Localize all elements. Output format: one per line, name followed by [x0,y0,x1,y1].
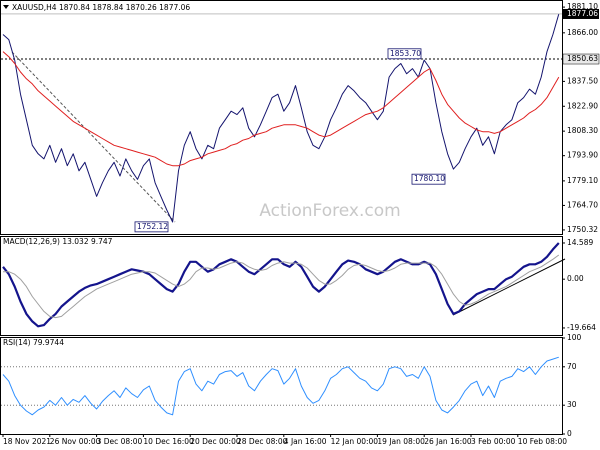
last-price-box [563,8,599,19]
y-tick-label: 1881.10 [567,2,598,11]
y-tick-label: 1866.00 [567,28,598,37]
annotation-box [387,48,422,60]
series-line [2,242,560,328]
y-tick-label: 0 [567,429,572,438]
y-tick-label: 1764.70 [567,200,598,209]
y-tick-label: 1808.30 [567,126,598,135]
macd-panel [0,236,563,336]
series-line [2,356,559,416]
rsi-title: RSI(14) 79.9744 [3,338,64,347]
y-tick-label: 1793.90 [567,151,598,160]
y-tick-label: 30 [567,400,577,409]
last-price-label: 1877.06 [567,9,598,18]
y-tick-label: 14.589 [567,238,593,247]
series-line [2,13,560,223]
x-tick-label: 3 Dec 08:00 [97,437,143,446]
x-tick-label: 10 Dec 16:00 [143,437,194,446]
x-tick-label: 12 Jan 00:00 [331,437,379,446]
x-tick-label: 3 Feb 00:00 [471,437,516,446]
series-line [3,254,560,319]
price-panel [0,0,563,235]
y-tick-label: 0.00 [567,274,584,283]
macd-title: MACD(12,26,9) 13.032 9.747 [3,237,113,246]
y-tick-label: 1750.32 [567,225,598,234]
annotation-label: 1752.12 [137,222,168,231]
x-tick-label: 28 Dec 08:00 [237,437,288,446]
y-tick-label: 1822.90 [567,101,598,110]
symbol-icon [3,5,9,9]
x-tick-label: 26 Nov 00:00 [50,437,101,446]
x-tick-label: 4 Jan 16:00 [284,437,327,446]
y-tick-label: 1837.50 [567,76,598,85]
y-tick-label: 1779.10 [567,176,598,185]
y-tick-label: -19.664 [567,323,596,332]
annotation-box [134,221,169,233]
y-tick-label: 100 [567,333,582,342]
annotation-box [411,173,446,185]
y-tick-label: 70 [567,362,577,371]
level-label-box [562,53,600,65]
x-tick-label: 26 Jan 16:00 [424,437,472,446]
level-label: 1850.63 [567,54,598,63]
macd-trend-line [452,258,566,316]
annotation-label: 1853.70 [390,49,421,58]
price-title: XAUUSD,H4 1870.84 1878.84 1870.26 1877.0… [12,3,190,12]
x-tick-label: 10 Feb 08:00 [518,437,567,446]
rsi-panel [0,337,563,435]
trend-line [11,51,176,223]
series-line [2,51,560,167]
x-tick-label: 18 Nov 2021 [3,437,51,446]
watermark: ActionForex.com [259,201,400,221]
x-tick-label: 19 Jan 08:00 [377,437,425,446]
annotation-label: 1780.10 [414,174,445,183]
x-tick-label: 20 Dec 00:00 [190,437,241,446]
